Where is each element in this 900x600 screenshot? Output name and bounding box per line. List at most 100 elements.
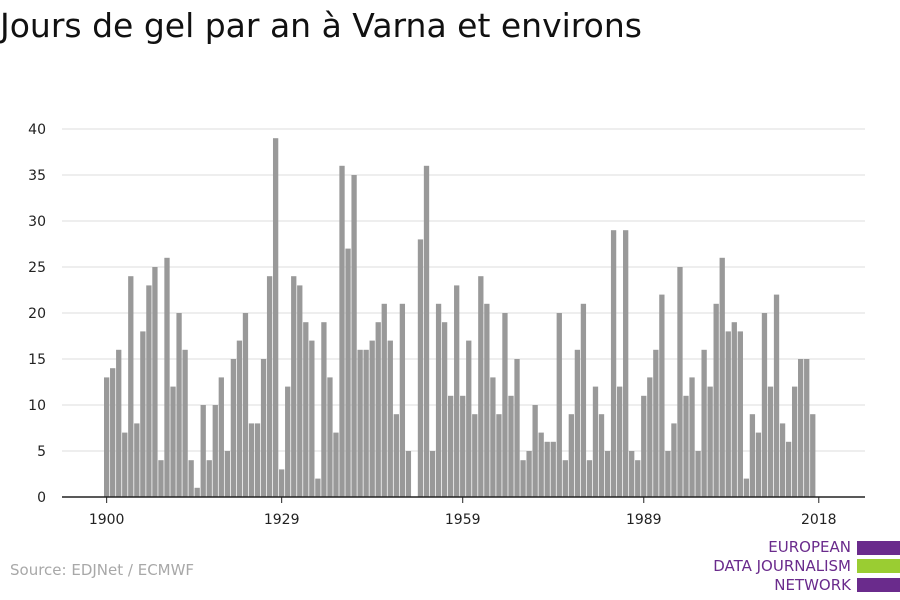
bar (182, 349, 188, 497)
bar (810, 414, 816, 497)
x-axis: 1900 1929 1959 1989 2018 (62, 496, 865, 528)
y-tick-label: 20 (28, 306, 46, 322)
x-tick-label: 1900 (89, 512, 125, 528)
bar (321, 322, 327, 497)
bar (357, 349, 363, 497)
bar (266, 276, 273, 497)
bar (279, 469, 285, 497)
bar (779, 423, 786, 497)
bar (695, 451, 701, 497)
bar (466, 340, 472, 497)
bar (556, 313, 562, 497)
bar (798, 359, 804, 497)
bar (791, 386, 798, 497)
y-tick-label: 40 (28, 122, 46, 138)
bar (236, 340, 243, 497)
bar (345, 248, 351, 497)
bar (538, 432, 544, 497)
bar (701, 349, 707, 497)
bar (586, 460, 593, 497)
bar (212, 405, 218, 497)
bar (176, 313, 182, 497)
bar (749, 414, 756, 497)
bar (417, 239, 424, 497)
bar (194, 487, 200, 497)
bar (598, 414, 605, 497)
bar (659, 294, 665, 497)
bar (490, 377, 496, 497)
bar (375, 322, 381, 497)
y-axis-ticks: 0 5 10 15 20 25 30 35 40 (28, 122, 46, 506)
bar (170, 386, 176, 497)
bar (731, 322, 737, 497)
bar (785, 441, 792, 497)
bar (315, 478, 321, 497)
bar (423, 165, 430, 498)
bar (369, 340, 375, 497)
y-tick-label: 5 (37, 444, 46, 460)
bar (761, 313, 768, 497)
bar (647, 377, 653, 497)
bar (623, 230, 629, 497)
bar (164, 257, 170, 497)
bar (616, 386, 623, 497)
logo-bar-middle (857, 559, 900, 573)
bar (448, 395, 454, 497)
y-tick-label: 0 (37, 490, 46, 506)
bar (122, 432, 128, 497)
bar (333, 432, 339, 497)
x-tick-label: 1959 (445, 512, 481, 528)
bar (134, 423, 140, 497)
bar (146, 285, 152, 497)
bar (478, 276, 484, 497)
bar (297, 285, 303, 497)
bar (719, 257, 725, 497)
bar (104, 377, 110, 497)
bar (393, 414, 399, 497)
bar (309, 340, 315, 497)
bar (405, 451, 412, 497)
bar (381, 303, 387, 497)
y-tick-label: 35 (28, 168, 46, 184)
y-tick-label: 10 (28, 398, 46, 414)
bar (671, 423, 677, 497)
bar (363, 349, 369, 497)
bar (767, 386, 774, 497)
x-tick-label: 1989 (626, 512, 662, 528)
bar (514, 359, 520, 497)
bar (224, 451, 230, 497)
bar (580, 303, 587, 497)
bar (327, 377, 333, 497)
bar (725, 331, 731, 497)
bar (230, 359, 237, 497)
bar (526, 451, 532, 497)
bar (496, 414, 502, 497)
bar (550, 441, 556, 497)
bar (152, 267, 158, 497)
logo-line-3: NETWORK (774, 576, 851, 594)
bar (254, 423, 261, 497)
source-note: Source: EDJNet / ECMWF (10, 561, 195, 579)
bar (641, 395, 647, 497)
bar (562, 460, 568, 497)
x-tick-label: 1929 (264, 512, 300, 528)
bar (472, 414, 478, 497)
bar (339, 165, 345, 498)
bar (351, 175, 357, 497)
edjnet-logo: EUROPEAN DATA JOURNALISM NETWORK (700, 538, 900, 598)
bar (653, 349, 659, 497)
logo-bar-top (857, 541, 900, 555)
bar (272, 138, 279, 497)
bar (713, 303, 719, 497)
bar (755, 432, 762, 497)
bar (110, 368, 116, 497)
bar (454, 285, 460, 497)
bar (218, 377, 224, 497)
bar (303, 322, 309, 497)
bar (387, 340, 393, 497)
bar (158, 460, 164, 497)
logo-line-1: EUROPEAN (768, 538, 851, 556)
bar (291, 276, 297, 497)
bar (737, 331, 743, 497)
